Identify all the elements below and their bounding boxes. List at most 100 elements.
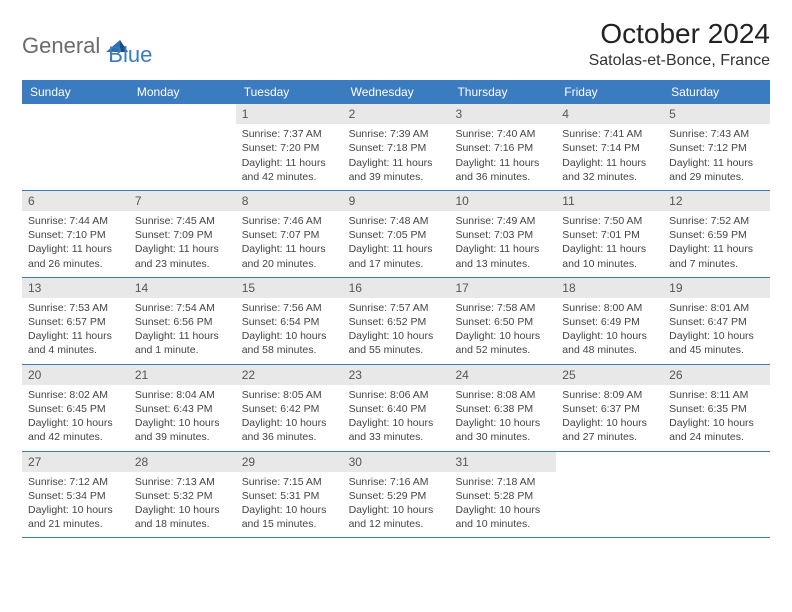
day-body: Sunrise: 7:52 AMSunset: 6:59 PMDaylight:…: [663, 211, 770, 277]
day-number: 6: [22, 191, 129, 211]
sunset-line: Sunset: 7:14 PM: [562, 141, 657, 155]
sunset-line: Sunset: 6:49 PM: [562, 315, 657, 329]
day-number: 10: [449, 191, 556, 211]
sunset-line: Sunset: 7:16 PM: [455, 141, 550, 155]
sunset-line: Sunset: 6:59 PM: [669, 228, 764, 242]
sunset-line: Sunset: 7:10 PM: [28, 228, 123, 242]
day-cell: 16Sunrise: 7:57 AMSunset: 6:52 PMDayligh…: [343, 278, 450, 364]
sunrise-line: Sunrise: 7:50 AM: [562, 214, 657, 228]
day-number: 31: [449, 452, 556, 472]
day-number: 19: [663, 278, 770, 298]
day-cell: 24Sunrise: 8:08 AMSunset: 6:38 PMDayligh…: [449, 365, 556, 451]
dow-cell: Friday: [556, 80, 663, 104]
sunrise-line: Sunrise: 7:39 AM: [349, 127, 444, 141]
day-body: Sunrise: 7:15 AMSunset: 5:31 PMDaylight:…: [236, 472, 343, 538]
sunset-line: Sunset: 6:43 PM: [135, 402, 230, 416]
daylight-line: Daylight: 11 hours and 20 minutes.: [242, 242, 337, 270]
dow-cell: Thursday: [449, 80, 556, 104]
sunset-line: Sunset: 7:20 PM: [242, 141, 337, 155]
weeks-container: ....1Sunrise: 7:37 AMSunset: 7:20 PMDayl…: [22, 104, 770, 538]
sunrise-line: Sunrise: 7:46 AM: [242, 214, 337, 228]
day-number: 3: [449, 104, 556, 124]
day-cell: ..: [22, 104, 129, 190]
daylight-line: Daylight: 11 hours and 10 minutes.: [562, 242, 657, 270]
sunset-line: Sunset: 6:40 PM: [349, 402, 444, 416]
day-body: Sunrise: 7:53 AMSunset: 6:57 PMDaylight:…: [22, 298, 129, 364]
sunrise-line: Sunrise: 8:04 AM: [135, 388, 230, 402]
sunrise-line: Sunrise: 8:06 AM: [349, 388, 444, 402]
sunset-line: Sunset: 6:52 PM: [349, 315, 444, 329]
daylight-line: Daylight: 11 hours and 36 minutes.: [455, 156, 550, 184]
sunrise-line: Sunrise: 8:02 AM: [28, 388, 123, 402]
day-cell: 10Sunrise: 7:49 AMSunset: 7:03 PMDayligh…: [449, 191, 556, 277]
day-number: 2: [343, 104, 450, 124]
day-cell: 6Sunrise: 7:44 AMSunset: 7:10 PMDaylight…: [22, 191, 129, 277]
daylight-line: Daylight: 10 hours and 33 minutes.: [349, 416, 444, 444]
daylight-line: Daylight: 10 hours and 30 minutes.: [455, 416, 550, 444]
sunrise-line: Sunrise: 7:44 AM: [28, 214, 123, 228]
daylight-line: Daylight: 10 hours and 45 minutes.: [669, 329, 764, 357]
sunrise-line: Sunrise: 8:08 AM: [455, 388, 550, 402]
sunrise-line: Sunrise: 7:16 AM: [349, 475, 444, 489]
logo: General Blue: [22, 18, 152, 68]
day-number: 1: [236, 104, 343, 124]
day-body: Sunrise: 8:09 AMSunset: 6:37 PMDaylight:…: [556, 385, 663, 451]
day-body: Sunrise: 7:46 AMSunset: 7:07 PMDaylight:…: [236, 211, 343, 277]
day-cell: 18Sunrise: 8:00 AMSunset: 6:49 PMDayligh…: [556, 278, 663, 364]
sunrise-line: Sunrise: 7:13 AM: [135, 475, 230, 489]
day-number: 17: [449, 278, 556, 298]
day-body: Sunrise: 7:56 AMSunset: 6:54 PMDaylight:…: [236, 298, 343, 364]
day-body: Sunrise: 7:44 AMSunset: 7:10 PMDaylight:…: [22, 211, 129, 277]
day-cell: 29Sunrise: 7:15 AMSunset: 5:31 PMDayligh…: [236, 452, 343, 538]
day-cell: 15Sunrise: 7:56 AMSunset: 6:54 PMDayligh…: [236, 278, 343, 364]
day-body: Sunrise: 7:58 AMSunset: 6:50 PMDaylight:…: [449, 298, 556, 364]
daylight-line: Daylight: 10 hours and 58 minutes.: [242, 329, 337, 357]
day-body: Sunrise: 7:49 AMSunset: 7:03 PMDaylight:…: [449, 211, 556, 277]
sunrise-line: Sunrise: 8:01 AM: [669, 301, 764, 315]
day-body: Sunrise: 7:12 AMSunset: 5:34 PMDaylight:…: [22, 472, 129, 538]
day-cell: 27Sunrise: 7:12 AMSunset: 5:34 PMDayligh…: [22, 452, 129, 538]
location-label: Satolas-et-Bonce, France: [589, 52, 770, 70]
day-number: 12: [663, 191, 770, 211]
day-body: Sunrise: 7:13 AMSunset: 5:32 PMDaylight:…: [129, 472, 236, 538]
sunset-line: Sunset: 7:18 PM: [349, 141, 444, 155]
day-cell: 26Sunrise: 8:11 AMSunset: 6:35 PMDayligh…: [663, 365, 770, 451]
week-row: 20Sunrise: 8:02 AMSunset: 6:45 PMDayligh…: [22, 365, 770, 452]
sunset-line: Sunset: 5:28 PM: [455, 489, 550, 503]
sunrise-line: Sunrise: 7:15 AM: [242, 475, 337, 489]
day-body: Sunrise: 7:40 AMSunset: 7:16 PMDaylight:…: [449, 124, 556, 190]
sunrise-line: Sunrise: 7:43 AM: [669, 127, 764, 141]
day-body: Sunrise: 7:16 AMSunset: 5:29 PMDaylight:…: [343, 472, 450, 538]
day-cell: 14Sunrise: 7:54 AMSunset: 6:56 PMDayligh…: [129, 278, 236, 364]
sunrise-line: Sunrise: 8:05 AM: [242, 388, 337, 402]
day-number: 25: [556, 365, 663, 385]
sunset-line: Sunset: 6:50 PM: [455, 315, 550, 329]
sunset-line: Sunset: 5:31 PM: [242, 489, 337, 503]
day-cell: 28Sunrise: 7:13 AMSunset: 5:32 PMDayligh…: [129, 452, 236, 538]
daylight-line: Daylight: 10 hours and 55 minutes.: [349, 329, 444, 357]
day-number: 8: [236, 191, 343, 211]
sunrise-line: Sunrise: 7:18 AM: [455, 475, 550, 489]
day-body: Sunrise: 7:45 AMSunset: 7:09 PMDaylight:…: [129, 211, 236, 277]
day-cell: 25Sunrise: 8:09 AMSunset: 6:37 PMDayligh…: [556, 365, 663, 451]
day-body: Sunrise: 8:11 AMSunset: 6:35 PMDaylight:…: [663, 385, 770, 451]
calendar: SundayMondayTuesdayWednesdayThursdayFrid…: [22, 80, 770, 538]
sunset-line: Sunset: 6:37 PM: [562, 402, 657, 416]
sunrise-line: Sunrise: 7:40 AM: [455, 127, 550, 141]
day-cell: 4Sunrise: 7:41 AMSunset: 7:14 PMDaylight…: [556, 104, 663, 190]
sunset-line: Sunset: 7:03 PM: [455, 228, 550, 242]
daylight-line: Daylight: 11 hours and 1 minute.: [135, 329, 230, 357]
sunrise-line: Sunrise: 7:56 AM: [242, 301, 337, 315]
daylight-line: Daylight: 10 hours and 12 minutes.: [349, 503, 444, 531]
day-cell: 11Sunrise: 7:50 AMSunset: 7:01 PMDayligh…: [556, 191, 663, 277]
day-body: Sunrise: 7:18 AMSunset: 5:28 PMDaylight:…: [449, 472, 556, 538]
daylight-line: Daylight: 11 hours and 23 minutes.: [135, 242, 230, 270]
day-cell: 7Sunrise: 7:45 AMSunset: 7:09 PMDaylight…: [129, 191, 236, 277]
sunrise-line: Sunrise: 8:09 AM: [562, 388, 657, 402]
sunset-line: Sunset: 5:32 PM: [135, 489, 230, 503]
day-body: Sunrise: 8:06 AMSunset: 6:40 PMDaylight:…: [343, 385, 450, 451]
day-number: 9: [343, 191, 450, 211]
sunset-line: Sunset: 6:56 PM: [135, 315, 230, 329]
day-number: 7: [129, 191, 236, 211]
sunset-line: Sunset: 6:35 PM: [669, 402, 764, 416]
